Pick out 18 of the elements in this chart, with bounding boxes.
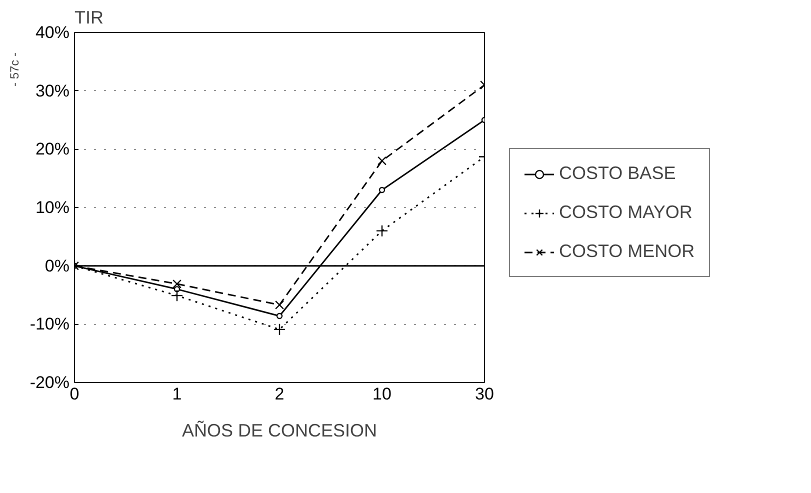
- x-tick-label: 2: [274, 384, 284, 404]
- y-tick-label: -10%: [30, 314, 70, 334]
- x-tick-label: 30: [475, 384, 494, 404]
- x-axis-title: AÑOS DE CONCESION: [182, 420, 378, 440]
- y-tick-label: 10%: [35, 198, 70, 217]
- x-tick-label: 0: [70, 384, 80, 404]
- legend-label: COSTO MAYOR: [559, 202, 692, 223]
- y-tick-label: -20%: [30, 373, 70, 392]
- x-tick-label: 1: [172, 384, 182, 404]
- y-tick-label: 20%: [35, 140, 70, 159]
- y-tick-label: 30%: [35, 81, 70, 100]
- y-tick-label: 0%: [44, 256, 70, 276]
- text: - 57c -: [8, 52, 22, 87]
- legend-label: COSTO MENOR: [559, 241, 695, 262]
- x-tick-label: 10: [372, 384, 392, 404]
- y-axis-title: TIR: [74, 8, 104, 28]
- y-tick-label: 40%: [35, 23, 70, 42]
- legend-label: COSTO BASE: [559, 163, 676, 184]
